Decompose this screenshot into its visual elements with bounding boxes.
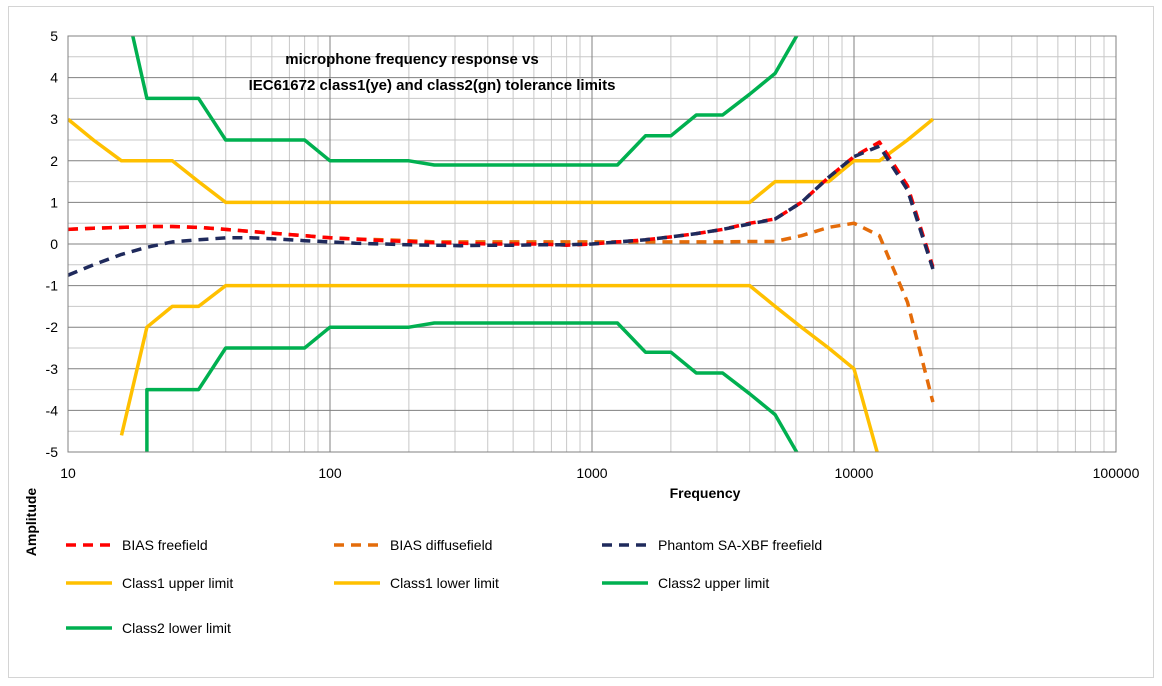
legend-label: Class1 upper limit <box>122 575 233 591</box>
x-tick-label: 10000 <box>835 465 874 481</box>
legend: BIAS freefield BIAS diffusefield Phantom S… <box>66 537 822 636</box>
x-tick-label: 100 <box>318 465 342 481</box>
plot-area-border <box>67 35 1117 453</box>
y-axis-label: Amplitude <box>23 488 39 557</box>
x-tick-label: 1000 <box>576 465 607 481</box>
series-layer <box>68 36 935 452</box>
series-line-5 <box>130 36 799 167</box>
legend-label: BIAS diffusefield <box>390 537 492 553</box>
x-tick-label: 10 <box>60 465 76 481</box>
chart-frame <box>8 6 1154 678</box>
legend-label: Phantom SA-XBF freefield <box>658 537 822 553</box>
y-tick-label: 1 <box>50 194 58 210</box>
y-tick-label: 5 <box>50 28 58 44</box>
y-tick-label: -3 <box>46 361 59 377</box>
legend-label: Class2 lower limit <box>122 620 231 636</box>
legend-label: Class1 lower limit <box>390 575 499 591</box>
chart-title-line-1: microphone frequency response vs <box>285 51 538 68</box>
series-line-0 <box>68 140 935 268</box>
legend-label: Class2 upper limit <box>658 575 769 591</box>
x-axis-label: Frequency <box>670 485 741 501</box>
y-tick-label: 2 <box>50 153 58 169</box>
y-tick-label: -2 <box>46 319 59 335</box>
y-tick-label: 3 <box>50 111 58 127</box>
y-tick-label: -1 <box>46 278 59 294</box>
y-tick-label: -5 <box>46 444 59 460</box>
y-tick-label: -4 <box>46 402 59 418</box>
y-tick-label: 4 <box>50 70 58 86</box>
y-tick-labels: 5 4 3 2 1 0 -1 -2 -3 -4 -5 <box>46 28 59 460</box>
legend-label: BIAS freefield <box>122 537 208 553</box>
series-line-4 <box>119 283 879 452</box>
y-tick-label: 0 <box>50 236 58 252</box>
series-line-3 <box>68 117 935 205</box>
series-line-6 <box>145 321 799 452</box>
major-gridlines <box>67 35 1117 453</box>
x-tick-label: 100000 <box>1093 465 1140 481</box>
series-line-1 <box>68 221 935 403</box>
chart-title-line-2: IEC61672 class1(ye) and class2(gn) toler… <box>249 77 616 94</box>
x-tick-labels: 10 100 1000 10000 100000 <box>60 465 1139 481</box>
